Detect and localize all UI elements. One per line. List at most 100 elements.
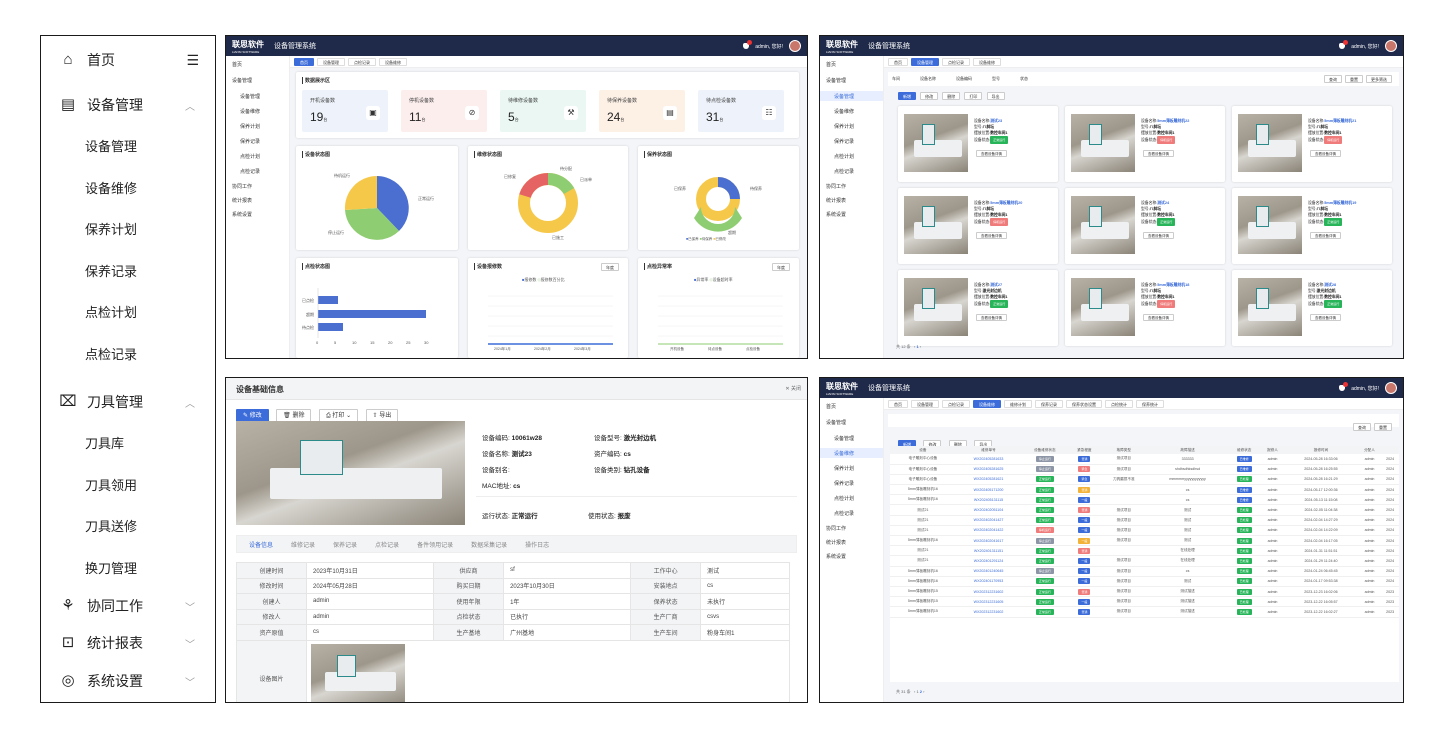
- collapse-menu-icon[interactable]: ☰: [186, 51, 199, 68]
- nav-reports[interactable]: ⊡ 统计报表 ﹀: [41, 633, 215, 653]
- nav-sub[interactable]: 点检记录: [834, 168, 855, 175]
- nav-equipment[interactable]: 设备管理: [826, 419, 847, 426]
- nav-home[interactable]: ⌂ 首页 ☰: [41, 50, 215, 70]
- table-row[interactable]: 5mm薄板雕刻机16 WX202401240645 停止运行 一般 测试项目 cs 已处理 a…: [890, 566, 1399, 577]
- tab-info[interactable]: 设备信息: [249, 542, 274, 549]
- nav-sub-active[interactable]: 设备维修: [820, 448, 883, 458]
- nav-inspection-record[interactable]: 点检记录: [85, 347, 138, 362]
- avatar[interactable]: [1385, 382, 1397, 394]
- nav-sub[interactable]: 保养记录: [834, 138, 855, 145]
- equipment-card[interactable]: 设备名称:5mm薄板雕刻机21 型号:八斜坛 摆放位置:数控车间1 设备状态: 停机运行…: [1232, 106, 1392, 182]
- tab-maintenance-records[interactable]: 保养记录: [333, 542, 358, 549]
- tab-item[interactable]: 维修计划: [1004, 399, 1032, 408]
- nav-tool-change[interactable]: 换刀管理: [85, 561, 138, 576]
- repair-number-link[interactable]: WX202401291124: [973, 558, 1004, 563]
- tab-repair[interactable]: 设备维修: [379, 57, 407, 66]
- tab-item[interactable]: 点检统计: [1105, 399, 1133, 408]
- repair-number-link[interactable]: WX202405131115: [973, 497, 1004, 502]
- table-row[interactable]: 测试21 WX202401291124 正常运行 一般 测试项目 在线处理 已处理 admin…: [890, 555, 1399, 567]
- nav-home[interactable]: 首页: [232, 61, 243, 68]
- table-row[interactable]: 5mm薄板雕刻机16 WX202402041617 停止运行 一般 测试项目 测试 已处理 a…: [890, 535, 1399, 547]
- export-button[interactable]: 导出: [986, 92, 1005, 100]
- tab-home[interactable]: 首页: [294, 57, 314, 66]
- search-button[interactable]: 查询: [1353, 423, 1371, 431]
- add-button[interactable]: 新增: [898, 92, 916, 100]
- nav-collab[interactable]: 协同工作: [826, 525, 847, 532]
- view-detail-button[interactable]: 查看设备详情: [976, 232, 1007, 239]
- tab-item[interactable]: 保养记录: [1035, 399, 1063, 408]
- tab-data-records[interactable]: 数据采集记录: [471, 542, 508, 549]
- nav-home[interactable]: 首页: [826, 61, 837, 68]
- nav-collab[interactable]: 协同工作: [232, 183, 253, 190]
- nav-sub[interactable]: 保养记录: [834, 480, 855, 487]
- nav-tool-library[interactable]: 刀具库: [85, 436, 125, 451]
- nav-sub[interactable]: 设备管理: [834, 435, 855, 442]
- nav-home[interactable]: 首页: [826, 403, 837, 410]
- nav-tool-borrow[interactable]: 刀具领用: [85, 478, 138, 493]
- delete-button[interactable]: 删除: [942, 92, 961, 100]
- nav-inspection-plan[interactable]: 点检计划: [85, 305, 138, 320]
- table-row[interactable]: 5mm薄板雕刻机16 WX202405171200 正常运行 普通 cs 已维修 admin…: [890, 484, 1399, 496]
- equipment-card[interactable]: 设备名称:测试23 型号:八斜坛 摆放位置:数控车间1 设备状态: 正常运行 查看设备详情: [898, 106, 1058, 182]
- nav-maintenance-plan[interactable]: 保养计划: [85, 222, 138, 237]
- repair-number-link[interactable]: WX202401240645: [973, 569, 1004, 574]
- nav-equipment[interactable]: 设备管理: [232, 77, 253, 84]
- view-detail-button[interactable]: 查看设备详情: [1143, 150, 1174, 157]
- table-row[interactable]: 5mm薄板雕刻机15 WX202312231602 正常运行 普通 测试项目 测试描述 已处…: [890, 586, 1399, 598]
- more-filter-button[interactable]: 更多筛选: [1366, 75, 1392, 83]
- equipment-card[interactable]: 设备名称:5mm薄板雕刻机18 型号:八斜坛 摆放位置:数控车间1 设备状态: 停机运行…: [1065, 270, 1225, 346]
- nav-settings[interactable]: 系统设置: [826, 553, 847, 560]
- nav-sub[interactable]: 保养计划: [834, 123, 855, 130]
- nav-sub[interactable]: 设备管理: [240, 93, 261, 100]
- view-detail-button[interactable]: 查看设备详情: [1310, 232, 1341, 239]
- equipment-thumbnail[interactable]: [311, 643, 405, 702]
- nav-sub[interactable]: 点检记录: [240, 168, 261, 175]
- nav-collab[interactable]: ⚘ 协同工作 ﹀: [41, 596, 215, 616]
- equipment-card[interactable]: 设备名称:5mm薄板雕刻机22 型号:八斜坛 摆放位置:数控车间1 设备状态: 停机运行…: [1065, 106, 1225, 182]
- repair-number-link[interactable]: WX202405281633: [973, 456, 1004, 461]
- view-detail-button[interactable]: 查看设备详情: [1310, 150, 1341, 157]
- nav-reports[interactable]: 统计报表: [232, 197, 253, 204]
- avatar[interactable]: [789, 40, 801, 52]
- nav-reports[interactable]: 统计报表: [826, 197, 847, 204]
- tab-item[interactable]: 首页: [888, 399, 908, 408]
- year-select[interactable]: 年度: [601, 263, 619, 271]
- table-row[interactable]: 测试21 WX202402041422 停机运行 一般 测试项目 测试 已处理 admin 20…: [890, 525, 1399, 537]
- table-row[interactable]: 测试21 WX202401311151 正常运行 普通 在线处理 已处理 admin 2024…: [890, 545, 1399, 557]
- bell-icon[interactable]: [1339, 40, 1349, 49]
- table-row[interactable]: 5mm薄板雕刻机16 WX202405131115 正常运行 一般 cs 已维修 admin…: [890, 494, 1399, 506]
- tab-equipment[interactable]: 设备管理: [911, 57, 939, 66]
- tab-item[interactable]: 设备维修: [973, 399, 1001, 408]
- print-button[interactable]: 打印: [964, 92, 983, 100]
- repair-number-link[interactable]: WX202312231602: [973, 609, 1004, 614]
- repair-number-link[interactable]: WX202405281621: [973, 477, 1004, 482]
- avatar[interactable]: [1385, 40, 1397, 52]
- repair-number-link[interactable]: WX202401170953: [973, 579, 1004, 584]
- table-row[interactable]: 电子雕刻中心设备 WX202405281625 停止运行 紧急 测试项目 shdhsdhk…: [890, 464, 1399, 475]
- tab-parts-records[interactable]: 备件领用记录: [417, 542, 454, 549]
- table-row[interactable]: 5mm薄板雕刻机16 WX202401170953 正常运行 一般 测试项目 测试 已处理 a…: [890, 576, 1399, 587]
- table-row[interactable]: 电子雕刻中心设备 WX202405281633 停止运行 普通 测试项目 333333 已维…: [890, 454, 1399, 465]
- repair-number-link[interactable]: WX202405281625: [973, 467, 1004, 472]
- nav-sub[interactable]: 点检计划: [834, 495, 855, 502]
- edit-button[interactable]: 修改: [920, 92, 939, 100]
- nav-sub[interactable]: 保养计划: [240, 123, 261, 130]
- tab-item[interactable]: 保养统计: [1136, 399, 1164, 408]
- tab-item[interactable]: 保养状态设置: [1066, 399, 1102, 408]
- tab-inspection[interactable]: 点检记录: [942, 57, 970, 66]
- tab-item[interactable]: 点检记录: [942, 399, 970, 408]
- tab-repair-records[interactable]: 维修记录: [291, 542, 316, 549]
- nav-sub[interactable]: 点检记录: [834, 510, 855, 517]
- reset-button[interactable]: 重置: [1374, 423, 1392, 431]
- nav-settings[interactable]: 系统设置: [826, 211, 847, 218]
- nav-settings[interactable]: ◎ 系统设置 ﹀: [41, 671, 215, 691]
- tab-repair[interactable]: 设备维修: [973, 57, 1001, 66]
- nav-collab[interactable]: 协同工作: [826, 183, 847, 190]
- tab-equipment[interactable]: 设备管理: [317, 57, 345, 66]
- repair-number-link[interactable]: WX202402041422: [973, 528, 1004, 533]
- repair-number-link[interactable]: WX202405171200: [973, 487, 1004, 492]
- nav-reports[interactable]: 统计报表: [826, 539, 847, 546]
- view-detail-button[interactable]: 查看设备详情: [976, 314, 1007, 321]
- repair-number-link[interactable]: WX202402051104: [973, 508, 1004, 513]
- view-detail-button[interactable]: 查看设备详情: [1143, 314, 1174, 321]
